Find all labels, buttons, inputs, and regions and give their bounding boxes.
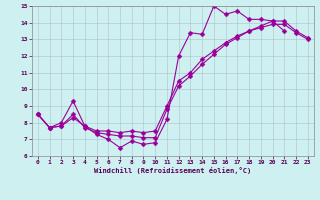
X-axis label: Windchill (Refroidissement éolien,°C): Windchill (Refroidissement éolien,°C) (94, 167, 252, 174)
